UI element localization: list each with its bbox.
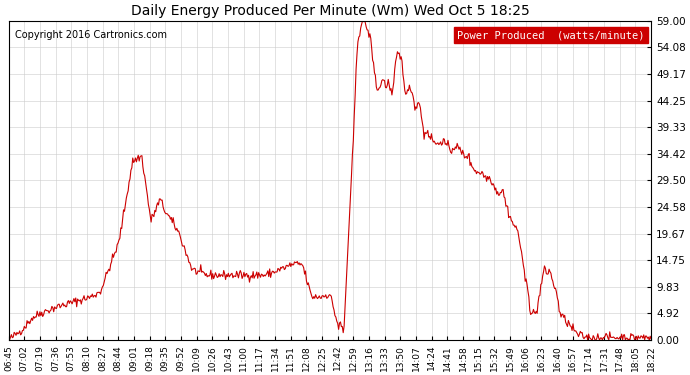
Text: Copyright 2016 Cartronics.com: Copyright 2016 Cartronics.com (15, 30, 167, 40)
Title: Daily Energy Produced Per Minute (Wm) Wed Oct 5 18:25: Daily Energy Produced Per Minute (Wm) We… (130, 4, 529, 18)
Text: Power Produced  (watts/minute): Power Produced (watts/minute) (457, 30, 644, 40)
